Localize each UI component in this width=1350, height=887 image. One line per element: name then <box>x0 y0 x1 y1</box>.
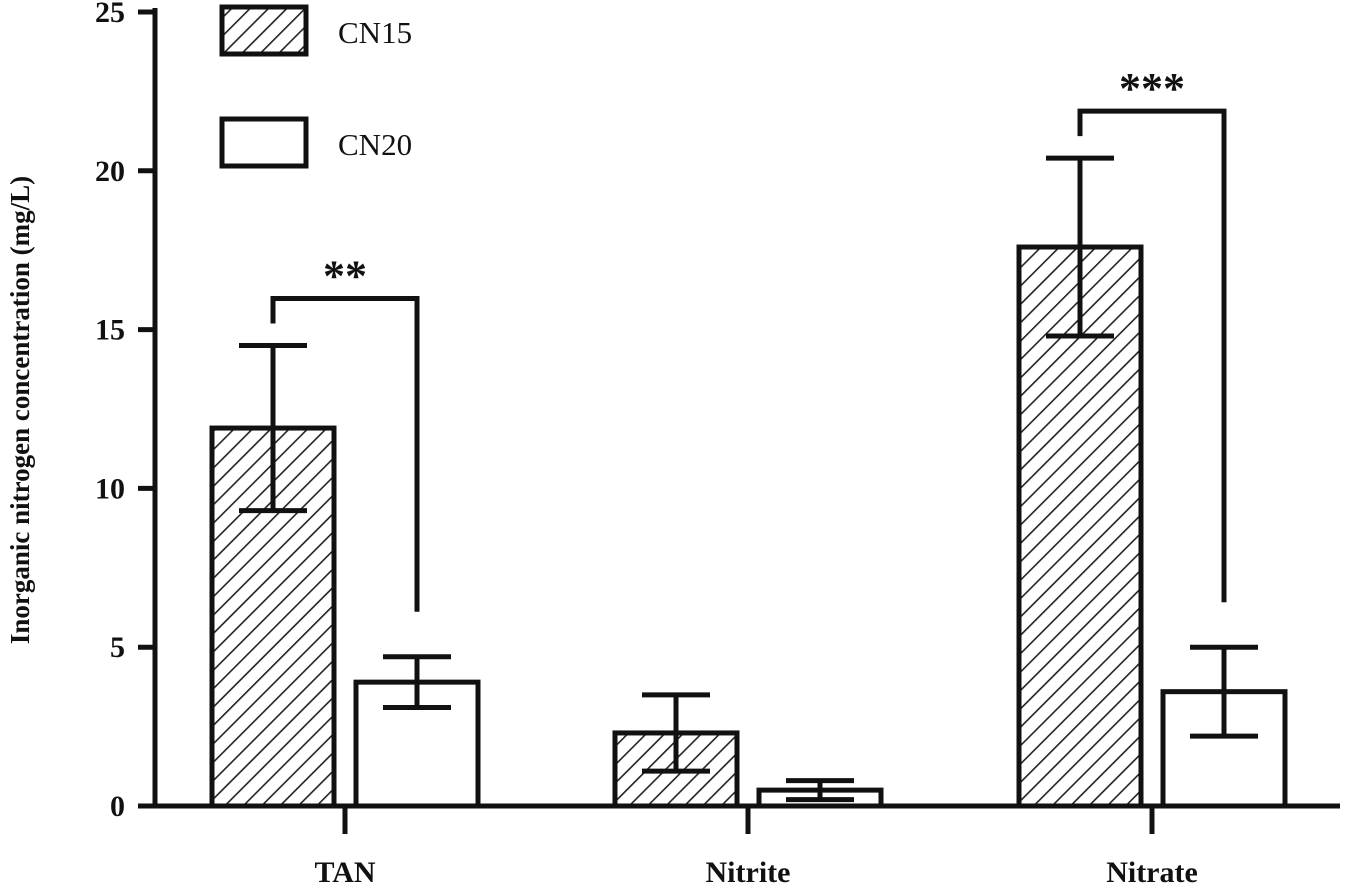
legend: CN15 CN20 <box>219 4 412 169</box>
significance-bracket-nitrate <box>1077 108 1227 603</box>
bars <box>209 244 1288 809</box>
axes: 0 5 10 15 20 25 TAN Nitrite Nitrate <box>95 0 1340 887</box>
significance-label-tan: ** <box>323 251 367 300</box>
significance-brackets: ***** <box>270 64 1227 612</box>
y-tick-label-20: 20 <box>95 155 125 188</box>
legend-label-cn20: CN20 <box>338 127 412 162</box>
legend-swatch-cn20 <box>219 116 309 169</box>
y-tick-label-0: 0 <box>110 790 125 823</box>
y-tick-label-10: 10 <box>95 472 125 505</box>
y-tick-label-5: 5 <box>110 631 125 664</box>
y-tick-label-25: 25 <box>95 0 125 29</box>
x-tick-label-tan: TAN <box>314 856 375 887</box>
significance-label-nitrate: *** <box>1119 64 1185 113</box>
legend-swatch-cn15 <box>219 4 309 57</box>
error-bars <box>239 155 1258 803</box>
significance-bracket-tan <box>270 295 420 612</box>
y-tick-label-15: 15 <box>95 314 125 347</box>
x-tick-label-nitrite: Nitrite <box>706 856 791 887</box>
legend-label-cn15: CN15 <box>338 15 412 50</box>
x-tick-label-nitrate: Nitrate <box>1106 856 1198 887</box>
y-axis-title: Inorganic nitrogen concentration (mg/L) <box>5 176 35 644</box>
bar-cn15-nitrate <box>1016 244 1144 809</box>
